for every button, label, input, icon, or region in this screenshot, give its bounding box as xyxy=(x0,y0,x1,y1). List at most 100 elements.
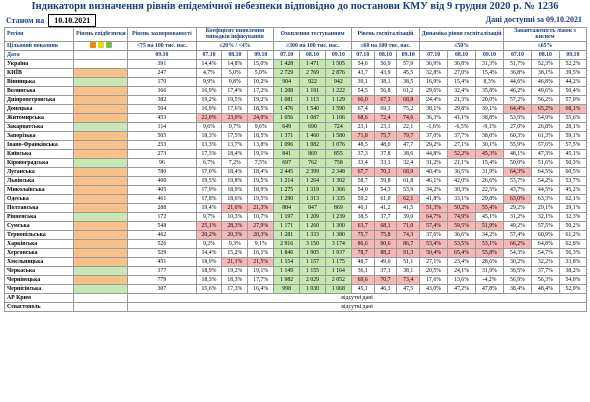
value-cell: 47,5 xyxy=(396,283,421,294)
value-cell: 69,6 xyxy=(350,274,375,285)
region-name: Київська xyxy=(3,148,75,159)
value-cell: 45,3% xyxy=(475,148,504,159)
value-cell: 1 982 xyxy=(273,274,301,285)
value-cell: 52,3% xyxy=(530,58,560,69)
date-cell: 09.10 xyxy=(558,49,588,60)
value-cell: 54,7% xyxy=(530,247,560,258)
value-cell: 1 905 xyxy=(299,247,326,258)
value-cell: 1 319 xyxy=(299,184,326,195)
value-cell: 1 476 xyxy=(273,103,301,114)
value-cell: 27,9% xyxy=(247,220,275,231)
value-cell: 25,1% xyxy=(195,220,223,231)
value-cell: 1 937 xyxy=(324,247,352,258)
value-cell: 54,5 xyxy=(350,85,375,96)
value-cell: 90,6 xyxy=(373,238,398,249)
header-level: Рівень епідбезпеки xyxy=(73,27,129,42)
region-name: Україна xyxy=(3,58,75,69)
value-cell: 38,2% xyxy=(558,265,588,276)
value-cell: 54,0% xyxy=(558,274,588,285)
value-cell: 526 xyxy=(127,238,197,249)
date-cell: 07.10 xyxy=(502,49,532,60)
value-cell: 19,2% xyxy=(195,94,223,105)
value-cell: 904 xyxy=(273,76,301,87)
region-name: Харківська xyxy=(3,238,75,249)
value-cell: 38,5 xyxy=(396,76,421,87)
value-cell: 68,1% xyxy=(558,103,588,114)
value-cell: 53,7% xyxy=(502,175,532,186)
value-cell: 2 916 xyxy=(273,238,301,249)
value-cell: 16,9% xyxy=(195,103,223,114)
value-cell: 1 164 xyxy=(324,265,352,276)
value-cell: 3 174 xyxy=(324,238,352,249)
region-name: Кіровоградська xyxy=(3,157,75,168)
value-cell: 18,6% xyxy=(221,193,249,204)
value-cell: 57,5% xyxy=(558,139,588,150)
value-cell: 1 471 xyxy=(299,58,326,69)
value-cell: 18,3% xyxy=(221,274,249,285)
value-cell: 31,9% xyxy=(475,166,504,177)
value-cell: 288 xyxy=(127,202,197,213)
value-cell: 60,5% xyxy=(558,166,588,177)
value-cell: 9,3% xyxy=(221,238,249,249)
table-row: Харківська 526 9,2% 9,3% 9,1% 2 916 3 150 3 174… xyxy=(3,238,588,249)
value-cell: 38,0% xyxy=(475,130,504,141)
value-cell: 35,8% xyxy=(475,85,504,96)
no-data-cell: відсутні дані xyxy=(127,301,587,312)
value-cell: 66,2% xyxy=(502,238,532,249)
value-cell: 13,8% xyxy=(247,139,275,150)
value-cell: 14,4% xyxy=(195,247,223,258)
value-cell: 9,7% xyxy=(195,211,223,222)
region-name: Севастополь xyxy=(3,301,75,312)
value-cell: 38,4% xyxy=(502,283,532,294)
value-cell: 74,6 xyxy=(396,112,421,123)
value-cell: 19,4% xyxy=(195,202,223,213)
value-cell: 27,1% xyxy=(419,256,449,267)
region-name: Івано-Франківська xyxy=(3,139,75,150)
value-cell: 60,3% xyxy=(502,130,532,141)
table-row: Вінницька 170 9,9% 9,8% 10,2% 904 922 942 39,1 38… xyxy=(3,76,588,87)
region-name: Одеська xyxy=(3,193,75,204)
value-cell: 50,0% xyxy=(502,157,532,168)
value-cell: 27,0% xyxy=(502,121,532,132)
value-cell: 1 030 xyxy=(299,283,326,294)
target-incidence: <75 на 100 тис. нас. xyxy=(127,40,197,51)
value-cell: 57,4% xyxy=(502,229,532,240)
value-cell: 17,3% xyxy=(195,148,223,159)
value-cell: 59,8 xyxy=(373,175,398,186)
value-cell: 29,1% xyxy=(530,202,560,213)
value-cell: 21,5% xyxy=(247,256,275,267)
date-cell: 09.10 xyxy=(475,49,504,60)
value-cell: 869 xyxy=(324,202,352,213)
value-cell: 453 xyxy=(127,112,197,123)
value-cell: 59,2 xyxy=(350,193,375,204)
date-cell: 08.10 xyxy=(299,49,326,60)
value-cell: 39,0 xyxy=(396,211,421,222)
target-detection: ≤20% / <4% xyxy=(195,40,275,51)
value-cell: 19,8% xyxy=(221,175,249,186)
region-name: Рівненська xyxy=(3,211,75,222)
value-cell: 2 876 xyxy=(324,67,352,78)
value-cell: 62,1 xyxy=(396,193,421,204)
level-dot-2 xyxy=(105,42,112,48)
target-testing: ≥300 на 100 тис. нас. xyxy=(273,40,352,51)
header-hospitalization: Рівень госпіталізацій xyxy=(350,27,421,42)
value-cell: 366 xyxy=(127,85,197,96)
value-cell: 54,3 xyxy=(373,184,398,195)
value-cell: 33,8% xyxy=(558,256,588,267)
region-name: Запорізька xyxy=(3,130,75,141)
value-cell: 64,5% xyxy=(530,166,560,177)
value-cell: 16,1% xyxy=(247,247,275,258)
value-cell: 39,1 xyxy=(350,76,375,87)
value-cell: 29,1% xyxy=(558,202,588,213)
value-cell: 64,8% xyxy=(530,238,560,249)
date-cell: 08.10 xyxy=(530,49,560,60)
value-cell: 38,1 xyxy=(396,265,421,276)
value-cell: 67,3 xyxy=(373,94,398,105)
value-cell: 15,6% xyxy=(195,283,223,294)
value-cell: 1 313 xyxy=(299,193,326,204)
value-cell: 18,3% xyxy=(195,130,223,141)
value-cell: 28,6% xyxy=(475,256,504,267)
value-cell: 61,2 xyxy=(396,85,421,96)
value-cell: 1 281 xyxy=(273,229,301,240)
value-cell: 7,2% xyxy=(221,157,249,168)
